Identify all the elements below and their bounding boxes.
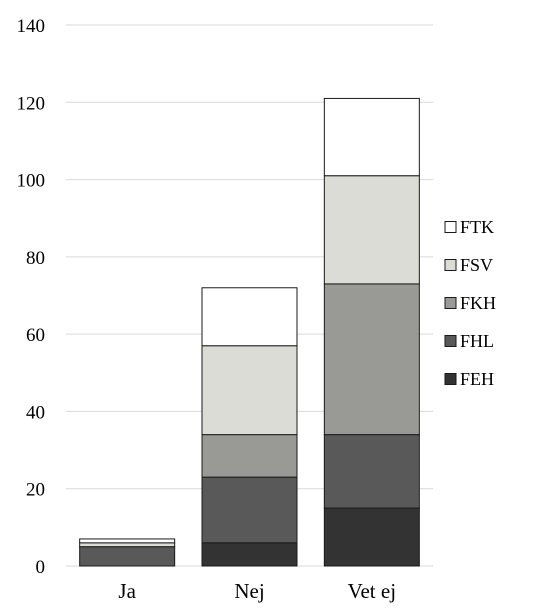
bar-segment-fhl: [79, 546, 176, 567]
x-category-label: Vet ej: [348, 579, 396, 603]
bar-segment-ftk: [323, 97, 420, 177]
legend-label: FTK: [460, 217, 494, 237]
bar-stack-ja: [79, 538, 176, 567]
legend-item-fkh: FKH: [444, 293, 496, 313]
legend-label: FHL: [460, 331, 494, 351]
y-tick-label: 20: [26, 480, 45, 501]
bar-segment-fhl: [201, 476, 298, 544]
legend-item-ftk: FTK: [444, 217, 494, 237]
bar-segment-fkh: [323, 283, 420, 436]
bar-segment-ftk: [79, 538, 176, 544]
y-tick-label: 100: [17, 171, 46, 192]
bar-segment-feh: [201, 542, 298, 567]
legend: FTK FSV FKH FHL FEH: [444, 217, 496, 389]
bar-segment-feh: [323, 507, 420, 567]
x-axis-category-labels: Ja Nej Vet ej: [118, 579, 396, 603]
legend-swatch: [444, 221, 457, 233]
legend-swatch: [444, 335, 457, 347]
legend-swatch: [444, 373, 457, 385]
y-tick-label: 60: [26, 325, 45, 346]
bar-stack-nej: [201, 287, 298, 567]
bar-stack-vet-ej: [323, 97, 420, 567]
bars: [79, 97, 420, 567]
y-tick-label: 120: [17, 93, 46, 114]
bar-segment-fkh: [201, 434, 298, 478]
bar-segment-ftk: [201, 287, 298, 347]
bar-segment-fhl: [323, 434, 420, 509]
legend-label: FSV: [460, 255, 493, 275]
bar-segment-fsv: [79, 542, 176, 548]
y-tick-label: 40: [26, 402, 45, 423]
legend-label: FKH: [460, 293, 496, 313]
y-axis-tick-labels: 0 20 40 60 80 100 120 140: [17, 16, 46, 578]
y-tick-label: 80: [26, 248, 45, 269]
y-tick-label: 140: [17, 16, 46, 37]
y-tick-label: 0: [36, 557, 46, 578]
legend-swatch: [444, 259, 457, 271]
legend-label: FEH: [460, 369, 494, 389]
x-category-label: Ja: [118, 579, 136, 603]
bar-segment-fsv: [201, 345, 298, 436]
legend-item-fhl: FHL: [444, 331, 494, 351]
legend-item-feh: FEH: [444, 369, 494, 389]
x-category-label: Nej: [234, 579, 264, 603]
legend-swatch: [444, 297, 457, 309]
legend-item-fsv: FSV: [444, 255, 493, 275]
bar-segment-fsv: [323, 175, 420, 285]
